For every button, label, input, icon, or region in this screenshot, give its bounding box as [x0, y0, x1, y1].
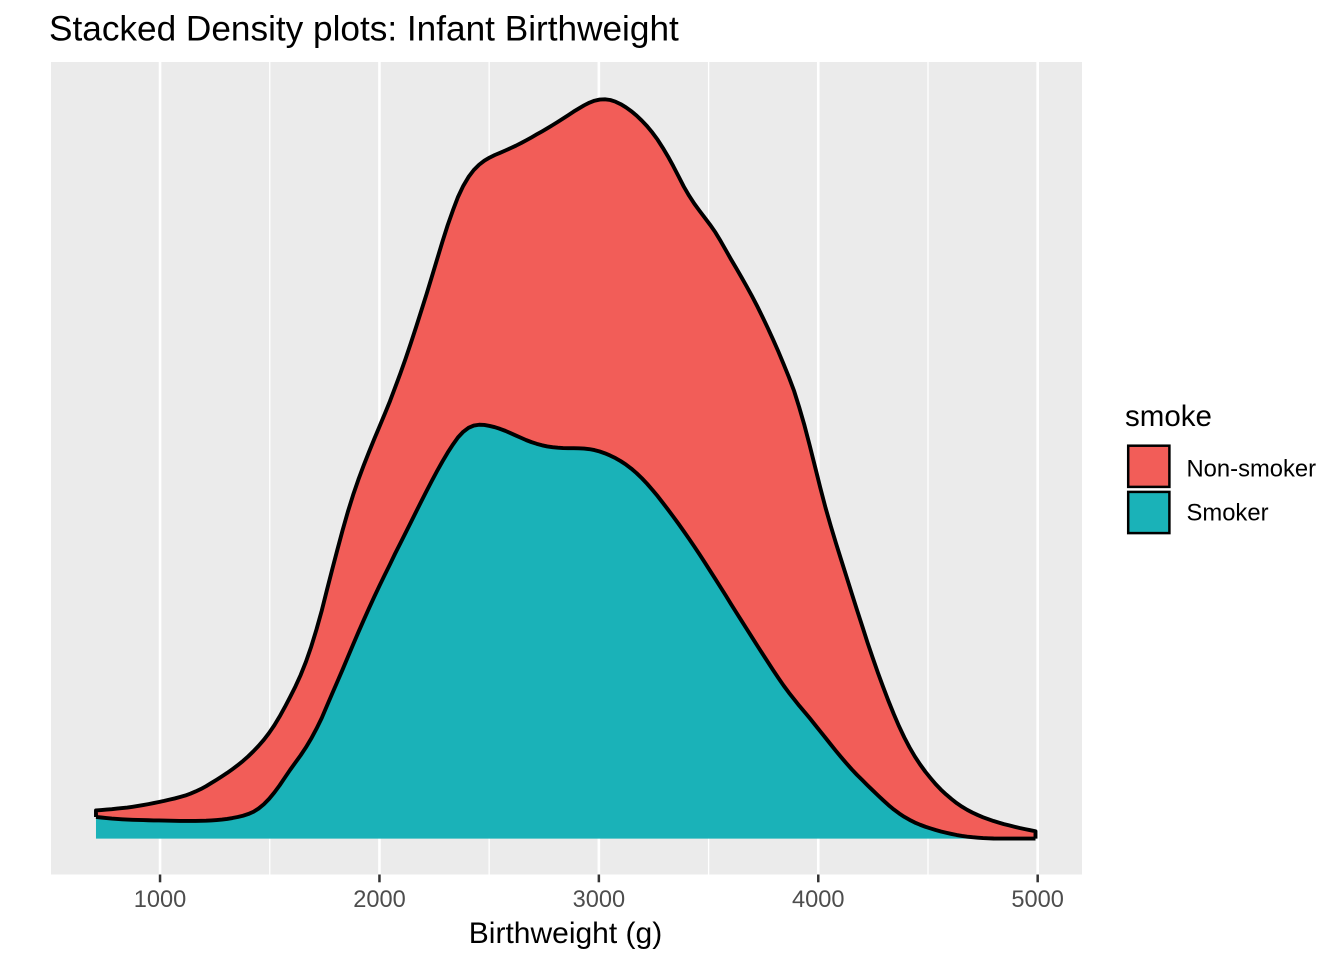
legend-key-smoker [1126, 490, 1171, 535]
x-tick-label: 3000 [573, 887, 626, 913]
legend-title: smoke [1125, 400, 1212, 433]
x-tick-label: 2000 [353, 887, 406, 913]
legend: smoke Non-smoker Smoker [1125, 400, 1317, 535]
x-tick-label: 1000 [134, 887, 187, 913]
outline-total [94, 97, 1038, 839]
density-areas [94, 97, 1038, 841]
legend-key-non-smoker [1126, 444, 1171, 489]
legend-label-smoker: Smoker [1187, 500, 1269, 527]
x-tick-label: 5000 [1011, 887, 1064, 913]
area-non-smoker [95, 99, 1036, 839]
outline-smoker [95, 422, 1036, 841]
plot-title: Stacked Density plots: Infant Birthweigh… [49, 10, 679, 49]
x-axis-title: Birthweight (g) [469, 917, 662, 950]
area-smoker [95, 424, 1036, 839]
x-tick-labels: 1000 2000 3000 4000 5000 [134, 887, 1064, 913]
x-axis-ticks [158, 874, 1039, 883]
legend-label-non-smoker: Non-smoker [1187, 456, 1317, 483]
x-tick-label: 4000 [792, 887, 845, 913]
